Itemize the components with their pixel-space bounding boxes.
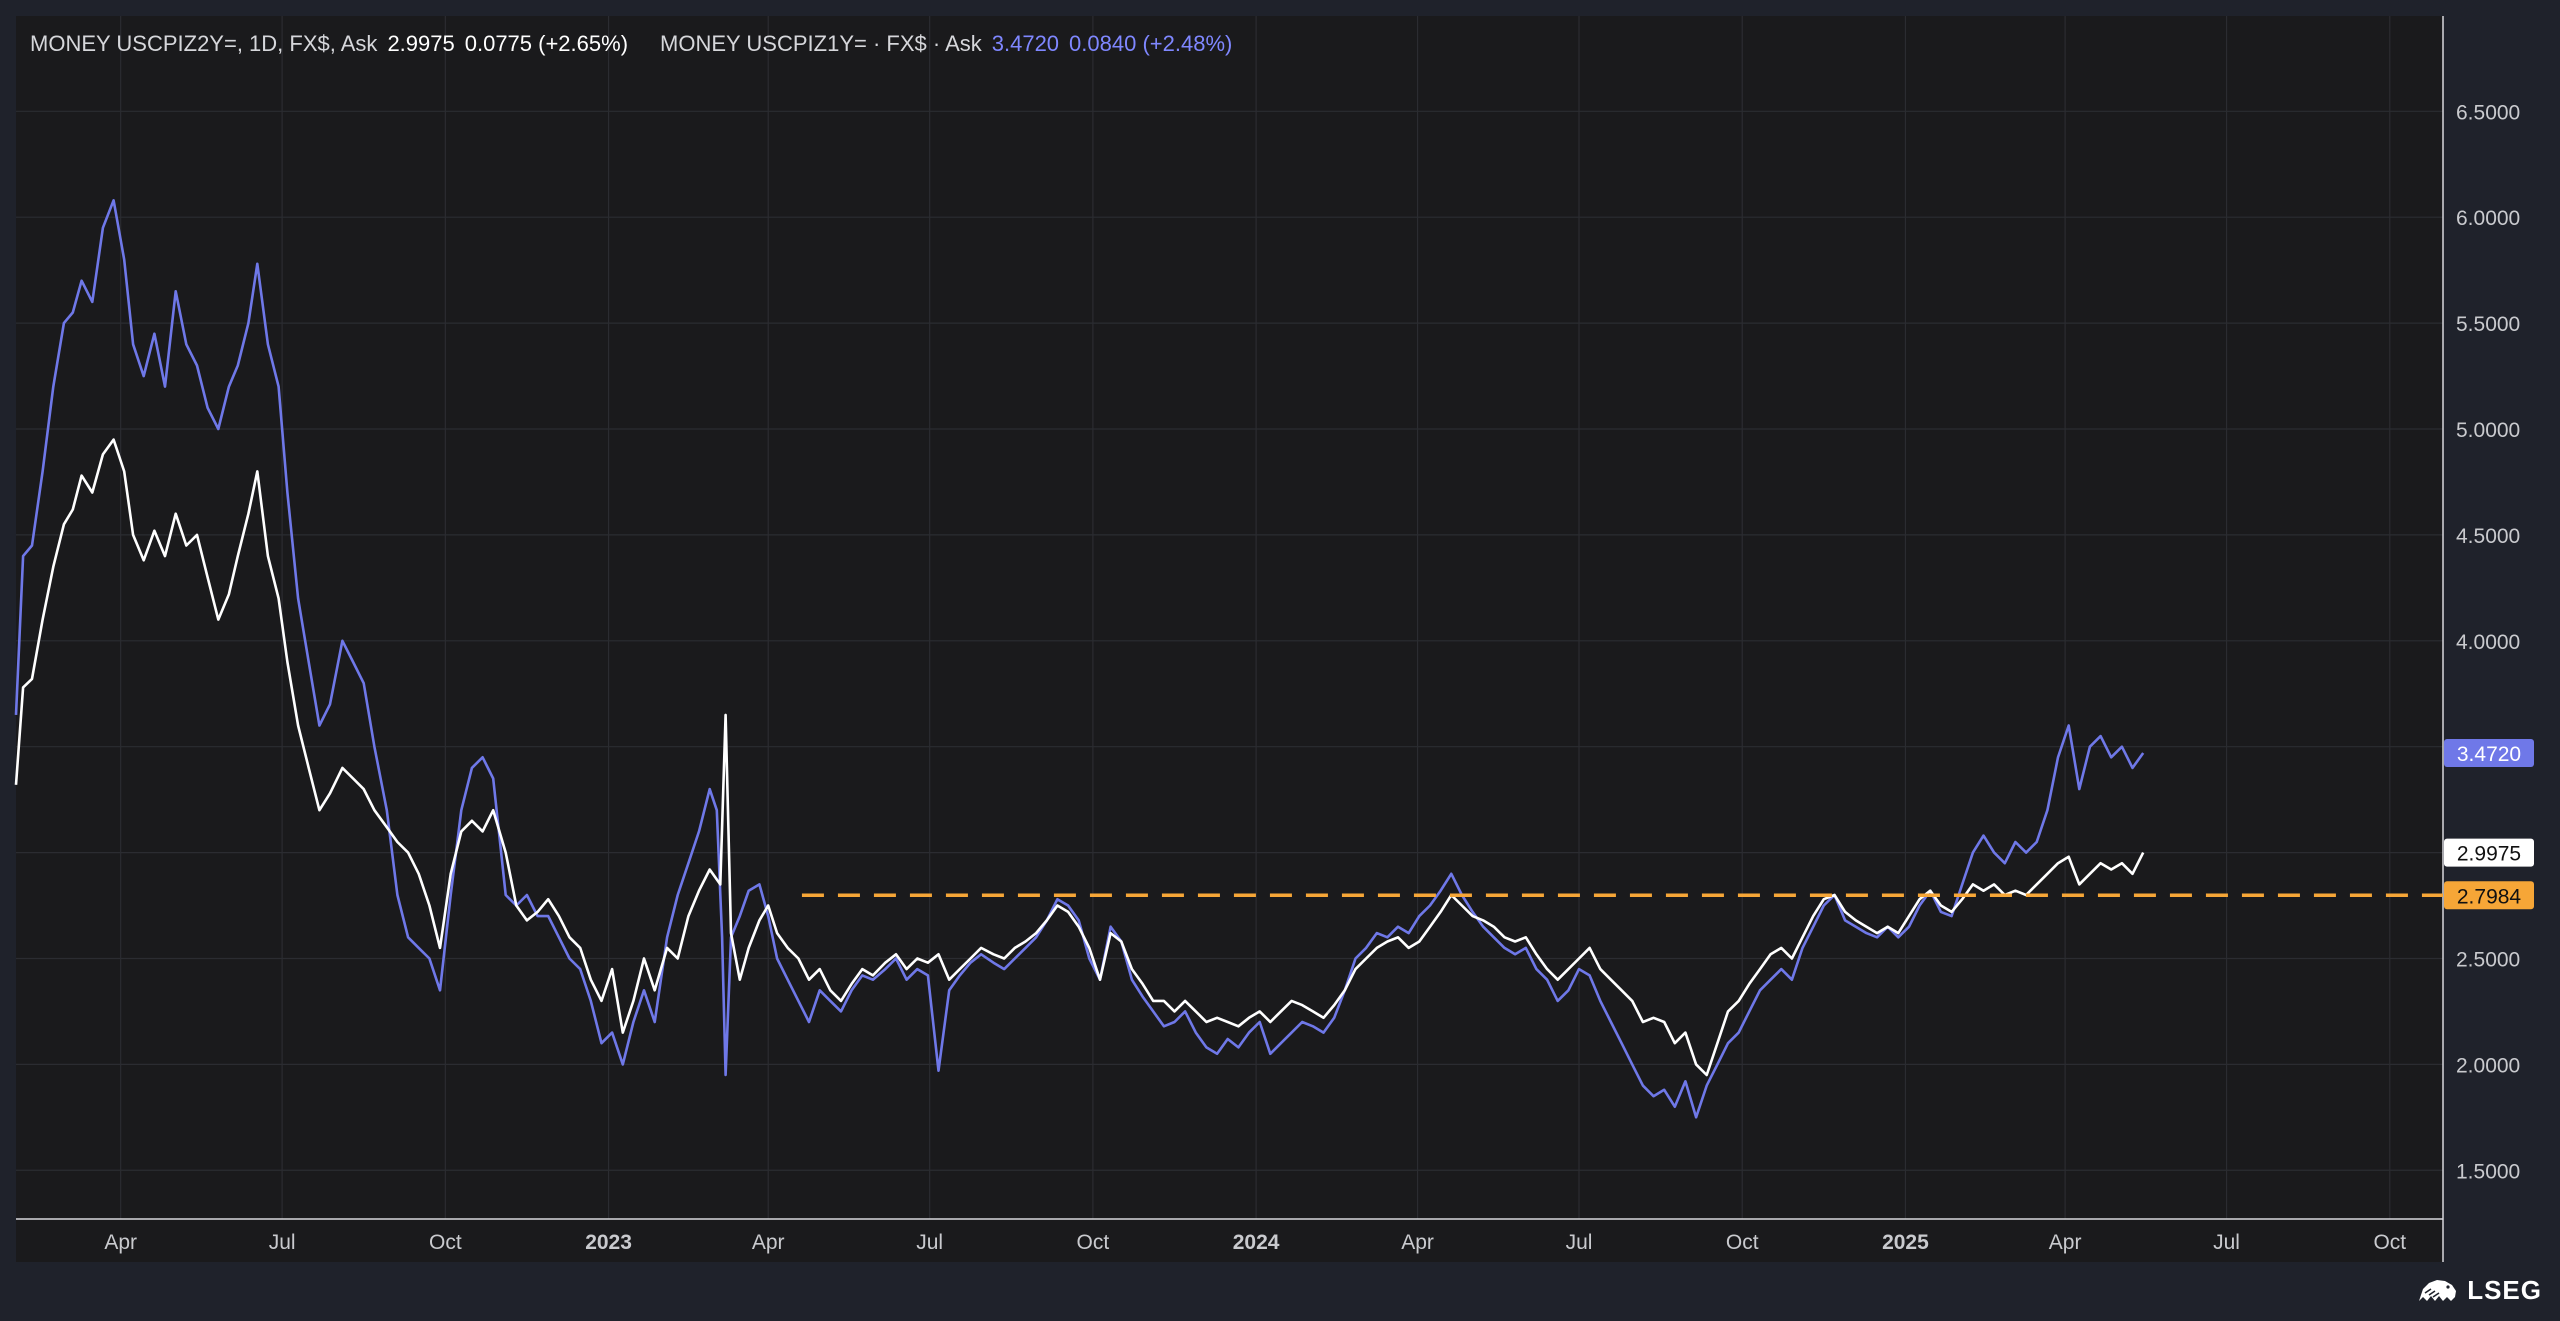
y-tick-label: 6.0000 [2456,207,2520,230]
y-tick-label: 2.0000 [2456,1054,2520,1077]
x-axis-band [16,1219,2443,1262]
last-value-tag-1y: 3.4720 [2444,739,2534,768]
legend-2y-name: MONEY USCPIZ2Y=, 1D, FX$, Ask [30,31,378,56]
legend-1y-name: MONEY USCPIZ1Y= · FX$ · Ask [660,31,982,56]
legend-1y-change: 0.0840 (+2.48%) [1069,31,1233,56]
last-value-tag-2y: 2.9975 [2444,838,2534,867]
logo-text: LSEG [2467,1274,2542,1305]
x-tick-label: 2024 [1233,1231,1280,1254]
last-value-tag-1y-box [2444,739,2534,768]
x-tick-label: Apr [2049,1231,2082,1254]
y-tick-label: 2.5000 [2456,948,2520,971]
y-tick-label: 1.5000 [2456,1160,2520,1183]
last-value-tag-1y-text: 3.4720 [2457,743,2521,766]
x-tick-label: Jul [269,1231,296,1254]
y-tick-label: 4.0000 [2456,631,2520,654]
x-tick-label: Jul [916,1231,943,1254]
y-tick-label: 4.5000 [2456,525,2520,548]
x-tick-label: Jul [1566,1231,1593,1254]
x-tick-label: Apr [104,1231,137,1254]
x-tick-label: Oct [1726,1231,1759,1254]
legend-series-1y[interactable]: MONEY USCPIZ1Y= · FX$ · Ask 3.4720 0.084… [660,31,1232,57]
level-value-tag: 2.7984 [2444,881,2534,910]
level-value-tag-box [2444,881,2534,910]
x-tick-label: Oct [2373,1231,2406,1254]
x-tick-label: Oct [1077,1231,1110,1254]
y-tick-label: 6.5000 [2456,101,2520,124]
series-line-2y [14,438,2145,1077]
level-value-tag-text: 2.7984 [2457,885,2522,908]
lseg-lion-icon [2419,1280,2457,1301]
series-line-1y [14,199,2145,1119]
x-tick-label: Apr [1401,1231,1434,1254]
lseg-logo: LSEG [2415,1274,2542,1306]
last-value-tag-2y-text: 2.9975 [2457,843,2521,866]
x-tick-label: Oct [429,1231,462,1254]
chart-legend: MONEY USCPIZ2Y=, 1D, FX$, Ask 2.9975 0.0… [30,28,1264,60]
y-tick-label: 5.5000 [2456,313,2520,336]
last-value-tag-2y-box [2444,838,2534,867]
plot-area [16,16,2443,1219]
x-tick-label: Jul [2213,1231,2240,1254]
x-tick-label: Apr [752,1231,785,1254]
x-tick-label: 2023 [585,1231,632,1254]
legend-1y-value: 3.4720 [991,31,1060,56]
x-tick-label: 2025 [1882,1231,1929,1254]
legend-series-2y[interactable]: MONEY USCPIZ2Y=, 1D, FX$, Ask 2.9975 0.0… [30,31,628,57]
legend-2y-value: 2.9975 [387,31,455,56]
y-tick-label: 5.0000 [2456,419,2520,442]
legend-2y-change: 0.0775 (+2.65%) [464,31,629,56]
